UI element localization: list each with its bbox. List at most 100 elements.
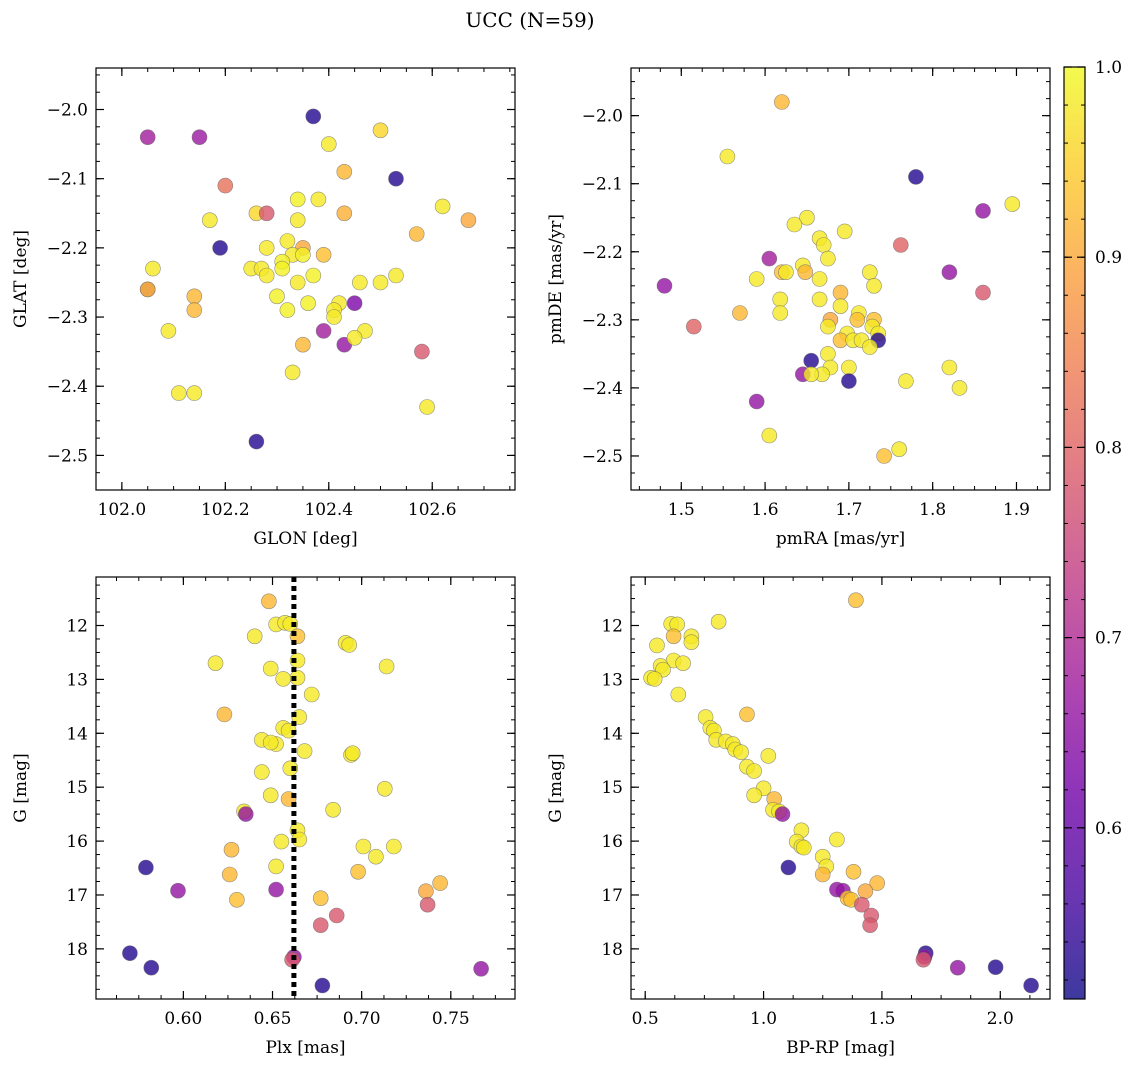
y-tick-label: 13	[601, 670, 623, 690]
data-point	[344, 745, 361, 762]
data-point	[732, 305, 748, 321]
data-point	[941, 264, 958, 281]
data-point	[326, 309, 342, 325]
y-tick-label: 14	[601, 724, 623, 744]
axes-frame	[95, 67, 516, 491]
y-tick-label: −2.2	[47, 239, 88, 259]
x-axis-label: GLON [deg]	[253, 529, 357, 549]
data-point	[683, 634, 700, 651]
data-point	[841, 359, 857, 376]
data-point	[803, 352, 820, 369]
data-point	[786, 216, 803, 233]
data-point	[372, 122, 389, 139]
data-point	[987, 959, 1004, 976]
data-point	[139, 281, 156, 298]
data-point	[336, 164, 353, 180]
data-point	[778, 264, 794, 281]
data-point	[258, 267, 275, 284]
y-tick-label: −2.5	[582, 447, 623, 467]
data-point	[186, 288, 203, 305]
data-point	[656, 277, 673, 294]
data-point	[915, 951, 932, 968]
data-point	[408, 226, 425, 242]
data-point	[841, 373, 857, 389]
data-point	[975, 203, 991, 219]
y-tick-label: −2.2	[582, 243, 623, 263]
x-tick-label: 0.65	[254, 1009, 292, 1029]
data-point	[212, 240, 228, 256]
data-point	[1004, 196, 1021, 212]
data-point	[908, 169, 924, 185]
data-point	[170, 882, 186, 899]
data-point	[388, 170, 404, 187]
colorbar-gradient	[1063, 66, 1086, 1000]
data-point	[861, 339, 878, 355]
y-tick-label: 12	[601, 617, 623, 637]
data-point	[951, 380, 968, 396]
data-point	[138, 859, 154, 876]
data-point	[274, 260, 291, 277]
data-point	[797, 264, 814, 281]
data-point	[892, 237, 909, 253]
data-point	[820, 346, 836, 362]
x-tick-label: 1.5	[668, 500, 695, 520]
y-axis-label: pmDE [mas/yr]	[546, 214, 566, 344]
data-point	[279, 233, 296, 249]
data-point	[795, 839, 812, 856]
data-point	[761, 427, 778, 444]
data-point	[774, 806, 791, 822]
panel-bprp-g: 0.5 1.0 1.5 2.0 12 13 14 15 16 17 18 BP-RP [mag] G […	[546, 576, 1051, 1058]
data-point	[811, 271, 828, 287]
data-point	[221, 866, 238, 883]
y-tick-label: −2.0	[582, 107, 623, 127]
panel-plx-g: 0.60 0.65 0.70 0.75 12 13 14 15 16 17 18 Plx [mas] G…	[11, 576, 516, 1058]
panel-pmra-pmde: 1.5 1.6 1.7 1.8 1.9 −2.0 −2.1 −2.2 −2.3 −2.4 −2.5 p…	[546, 67, 1051, 549]
data-point	[143, 959, 160, 976]
y-tick-label: 12	[66, 617, 88, 637]
data-point	[216, 706, 233, 723]
data-point	[314, 977, 331, 994]
data-point	[160, 323, 177, 339]
data-point	[253, 764, 270, 780]
data-point	[273, 833, 290, 850]
y-tick-label: 16	[601, 832, 623, 852]
data-point	[282, 616, 299, 632]
x-tick-label: 102.6	[408, 500, 457, 520]
data-point	[419, 399, 435, 415]
x-tick-label: 102.2	[201, 500, 250, 520]
data-point	[733, 744, 749, 761]
data-point	[376, 780, 393, 797]
axes-frame	[630, 67, 1051, 491]
data-point	[238, 806, 254, 822]
y-tick-label: 18	[66, 940, 88, 960]
data-point	[814, 866, 831, 883]
data-point	[849, 311, 866, 328]
data-point	[262, 660, 279, 677]
x-axis-label: Plx [mas]	[265, 1038, 345, 1058]
colorbar-tick-label: 0.7	[1095, 629, 1122, 649]
data-point	[310, 191, 327, 208]
y-tick-label: −2.5	[47, 446, 88, 466]
colorbar: 0.6 0.7 0.8 0.9 1.0	[1063, 58, 1122, 1000]
x-tick-label: 102.0	[98, 500, 147, 520]
x-axis-label: pmRA [mas/yr]	[776, 529, 905, 549]
data-point	[171, 385, 187, 401]
y-tick-label: −2.4	[582, 379, 623, 399]
data-point	[186, 302, 203, 318]
data-point	[414, 343, 430, 360]
data-point	[748, 393, 765, 410]
data-point	[748, 271, 765, 287]
data-point	[186, 385, 203, 401]
data-point	[122, 945, 138, 962]
y-tick-label: 13	[66, 670, 88, 690]
data-point	[350, 863, 366, 880]
data-point	[975, 284, 991, 301]
data-point	[372, 274, 389, 291]
scatter-panels: 102.0 102.2 102.4 102.6 −2.0 −2.1 −2.2 −2.3 −2.4…	[11, 67, 1051, 1058]
data-point	[876, 448, 892, 464]
data-point	[665, 628, 682, 645]
y-tick-label: −2.3	[47, 308, 88, 328]
x-tick-label: 0.5	[632, 1009, 659, 1029]
x-tick-label: 2.0	[987, 1009, 1014, 1029]
y-axis-label: G [mag]	[11, 753, 31, 822]
